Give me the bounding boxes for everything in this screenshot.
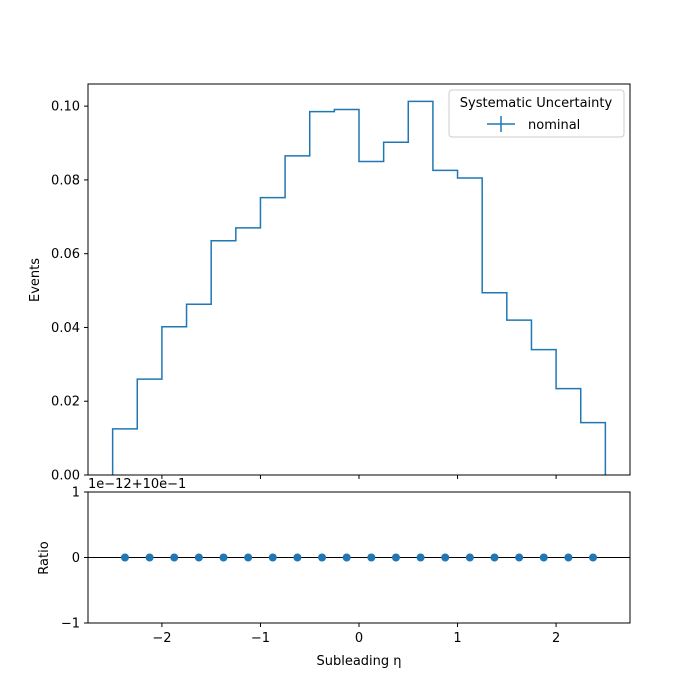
ratio-point-19: [589, 553, 598, 562]
ratio-point-10: [367, 553, 376, 562]
ratio-y-axis-label: Ratio: [37, 541, 52, 574]
ratio-x-tick-label-3: 1: [453, 631, 461, 646]
main-panel-frame: [87, 83, 631, 476]
ratio-point-16: [515, 553, 524, 562]
ratio-panel-frame: [87, 491, 631, 624]
main-y-axis-label: Events: [28, 258, 43, 302]
ratio-y-tick-label-1: 0: [72, 551, 80, 566]
ratio-x-tick-label-0: −2: [152, 631, 171, 646]
ratio-point-17: [539, 553, 548, 562]
nominal-histogram-line: [111, 100, 607, 475]
ratio-x-ticks: −2 −1 0 1 2: [152, 623, 560, 646]
legend-entry-nominal: nominal: [528, 118, 580, 133]
ratio-point-15: [490, 553, 499, 562]
ratio-x-tick-label-2: 0: [355, 631, 363, 646]
ratio-point-14: [465, 553, 474, 562]
ratio-offset-text: 1e−12+10e−1: [88, 477, 186, 492]
legend: Systematic Uncertainty nominal: [448, 89, 625, 138]
main-y-tick-label-3: 0.06: [51, 247, 80, 262]
main-x-ticks: [161, 475, 557, 479]
ratio-point-12: [416, 553, 425, 562]
main-y-tick-label-1: 0.02: [51, 395, 80, 410]
main-y-ticks: 0.00 0.02 0.04 0.06 0.08 0.10: [51, 100, 88, 484]
ratio-point-11: [391, 553, 400, 562]
ratio-point-9: [342, 553, 351, 562]
ratio-point-7: [293, 553, 302, 562]
ratio-y-ticks: −1 0 1: [61, 486, 88, 632]
ratio-y-tick-label-0: −1: [61, 617, 80, 632]
legend-box: [448, 89, 625, 138]
legend-title: Systematic Uncertainty: [460, 96, 613, 111]
main-panel: 0.00 0.02 0.04 0.06 0.08 0.10 Events Systemat…: [28, 83, 631, 484]
ratio-point-1: [145, 553, 154, 562]
main-y-tick-label-2: 0.04: [51, 321, 80, 336]
ratio-points: [120, 553, 598, 562]
ratio-point-6: [268, 553, 277, 562]
x-axis-label: Subleading η: [316, 654, 401, 669]
main-y-tick-label-5: 0.10: [51, 100, 80, 115]
ratio-point-8: [318, 553, 327, 562]
ratio-panel: 1e−12+10e−1 −1 0 1 −2 −1 0 1 2 Ratio Subleadin…: [37, 477, 631, 669]
ratio-point-0: [120, 553, 129, 562]
ratio-point-2: [170, 553, 179, 562]
ratio-point-3: [194, 553, 203, 562]
main-y-tick-label-4: 0.08: [51, 173, 80, 188]
ratio-point-13: [441, 553, 450, 562]
ratio-point-5: [244, 553, 253, 562]
ratio-point-4: [219, 553, 228, 562]
main-y-tick-label-0: 0.00: [51, 469, 80, 484]
ratio-x-tick-label-4: 2: [552, 631, 560, 646]
ratio-x-tick-label-1: −1: [251, 631, 270, 646]
ratio-y-tick-label-2: 1: [72, 486, 80, 501]
ratio-point-18: [564, 553, 573, 562]
